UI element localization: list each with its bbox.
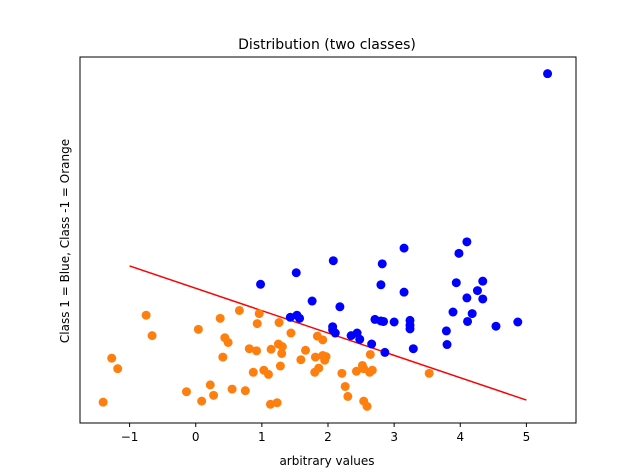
orange-point (286, 328, 296, 338)
blue-point (256, 279, 266, 289)
blue-point (295, 313, 305, 323)
blue-point (355, 334, 365, 344)
x-tick-label: −1 (121, 430, 139, 444)
orange-point (98, 397, 108, 407)
blue-point (462, 237, 472, 247)
x-tick-label: 1 (258, 430, 266, 444)
blue-point (307, 296, 317, 306)
orange-point (252, 319, 262, 329)
orange-point (310, 367, 320, 377)
orange-point (205, 380, 215, 390)
blue-point (399, 243, 409, 253)
orange-point (365, 349, 375, 359)
orange-point (227, 384, 237, 394)
data-points (98, 69, 553, 411)
orange-point (365, 367, 375, 377)
blue-point (335, 302, 345, 312)
orange-point (181, 387, 191, 397)
orange-point (248, 367, 258, 377)
blue-point (285, 312, 295, 322)
orange-point (223, 337, 233, 347)
blue-point (408, 344, 418, 354)
orange-point (362, 401, 372, 411)
blue-point (491, 321, 501, 331)
orange-point (113, 364, 123, 374)
orange-point (265, 399, 275, 409)
blue-point (454, 248, 464, 258)
blue-point (513, 317, 523, 327)
orange-point (193, 324, 203, 334)
x-tick-label: 3 (390, 430, 398, 444)
orange-point (234, 305, 244, 315)
blue-point (441, 326, 451, 336)
blue-point (380, 347, 390, 357)
blue-point (543, 69, 553, 79)
orange-point (296, 355, 306, 365)
blue-point (478, 276, 488, 286)
orange-point (240, 386, 250, 396)
blue-point (478, 294, 488, 304)
blue-point (399, 287, 409, 297)
blue-point (389, 317, 399, 327)
blue-point (472, 286, 482, 296)
orange-point (318, 335, 328, 345)
orange-point (266, 344, 276, 354)
plot-frame (79, 56, 577, 424)
blue-point (442, 340, 452, 350)
chart-title: Distribution (two classes) (238, 37, 416, 53)
blue-point (330, 328, 340, 338)
orange-point (274, 318, 284, 328)
blue-point (328, 256, 338, 266)
x-axis-ticks: −1 0 1 2 3 4 5 (121, 423, 530, 444)
blue-point (377, 259, 387, 269)
orange-point (277, 348, 287, 358)
orange-point (254, 309, 264, 319)
blue-point (291, 268, 301, 278)
blue-point (346, 331, 356, 341)
orange-point (340, 381, 350, 391)
orange-point (147, 331, 157, 341)
boundary-line (129, 265, 527, 401)
x-tick-label: 2 (324, 430, 332, 444)
blue-point (405, 324, 415, 334)
x-tick-label: 4 (456, 430, 464, 444)
x-tick-label: 0 (192, 430, 200, 444)
decision-boundary-line (129, 265, 527, 401)
orange-point (263, 369, 273, 379)
orange-point (310, 352, 320, 362)
blue-point (376, 280, 386, 290)
y-axis-label: Class 1 = Blue, Class -1 = Orange (58, 139, 72, 343)
orange-point (351, 366, 361, 376)
orange-point (244, 344, 254, 354)
blue-point (467, 309, 477, 319)
orange-point (141, 310, 151, 320)
blue-point (379, 316, 389, 326)
orange-point (209, 390, 219, 400)
orange-point (277, 342, 287, 352)
blue-point (462, 293, 472, 303)
blue-point (463, 316, 473, 326)
orange-point (424, 368, 434, 378)
x-axis-label: arbitrary values (279, 454, 374, 468)
orange-point (107, 353, 117, 363)
orange-point (252, 346, 262, 356)
orange-point (301, 345, 311, 355)
orange-point (197, 396, 207, 406)
orange-point (275, 361, 285, 371)
orange-point (343, 391, 353, 401)
x-tick-label: 5 (523, 430, 531, 444)
blue-point (448, 307, 458, 317)
blue-point (451, 278, 461, 288)
orange-point (337, 368, 347, 378)
orange-point (218, 352, 228, 362)
orange-point (215, 313, 225, 323)
blue-point (367, 339, 377, 349)
orange-point (320, 355, 330, 365)
